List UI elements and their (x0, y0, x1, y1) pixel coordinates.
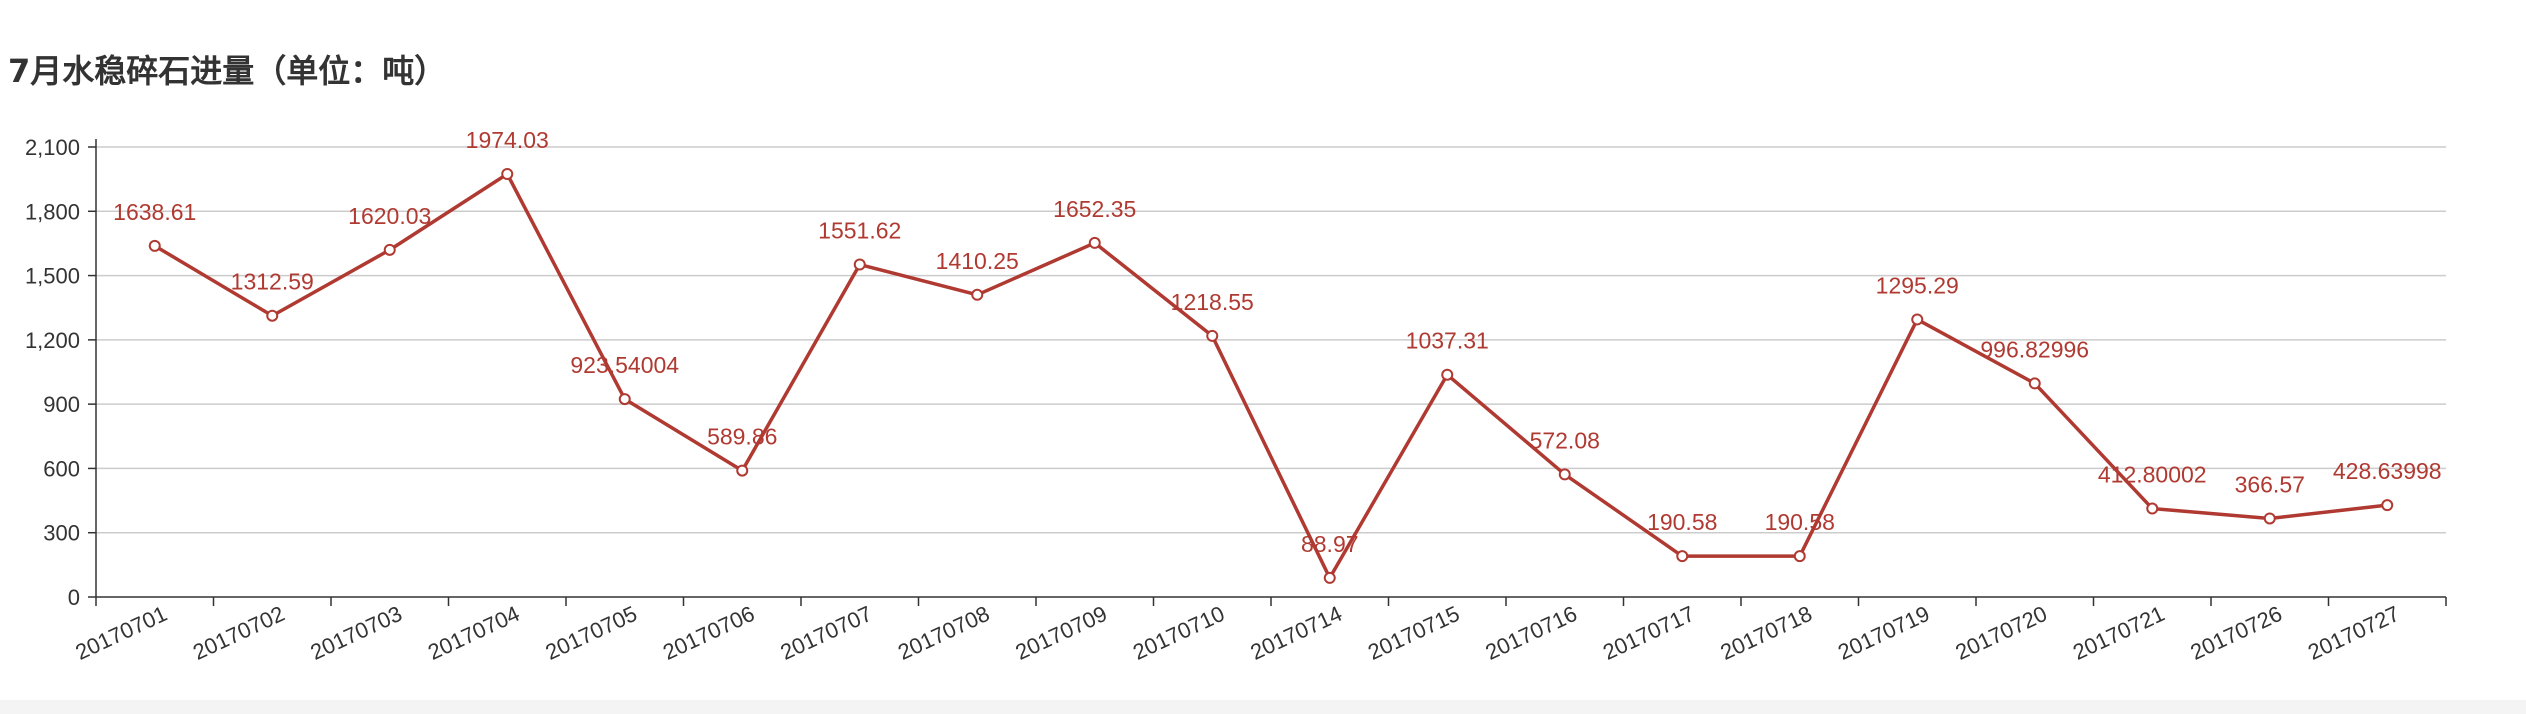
x-tick-label: 20170717 (1599, 601, 1698, 665)
x-tick-label: 20170702 (189, 601, 288, 665)
series-line-layer (148, 167, 2394, 584)
data-label: 923.54004 (570, 352, 679, 378)
x-tick-label: 20170705 (542, 601, 641, 665)
y-tick-label: 600 (43, 456, 80, 481)
data-label: 1620.03 (348, 203, 431, 229)
x-tick-label: 20170708 (894, 601, 993, 665)
data-label: 366.57 (2235, 471, 2305, 497)
y-tick-label: 300 (43, 521, 80, 546)
bottom-band (0, 700, 2526, 714)
x-tick-label: 20170718 (1717, 601, 1816, 665)
x-tick-label: 20170714 (1247, 601, 1346, 665)
data-point[interactable] (148, 239, 161, 252)
data-point[interactable] (1088, 236, 1101, 249)
x-tick-label: 20170727 (2304, 601, 2403, 665)
data-label: 88.97 (1301, 531, 1359, 557)
x-tick-label: 20170707 (777, 601, 876, 665)
data-label: 1037.31 (1406, 328, 1489, 354)
grid-lines (96, 146, 2446, 534)
data-label: 589.86 (707, 424, 777, 450)
y-tick-label: 1,500 (25, 264, 80, 289)
y-tick-label: 0 (68, 585, 80, 610)
x-tick-label: 20170715 (1364, 601, 1463, 665)
series-line (153, 172, 2388, 580)
data-label: 190.58 (1765, 509, 1835, 535)
data-point[interactable] (1323, 571, 1336, 584)
x-tick-label: 20170721 (2069, 601, 2168, 665)
x-tick-label: 20170716 (1482, 601, 1581, 665)
data-point[interactable] (266, 309, 279, 322)
data-point[interactable] (383, 243, 396, 256)
data-label: 1218.55 (1171, 289, 1254, 315)
data-labels: 1638.61 1312.59 1620.03 1974.03 923.54004 589… (113, 127, 2441, 557)
data-point[interactable] (1441, 368, 1454, 381)
x-tick-label: 20170719 (1834, 601, 1933, 665)
data-point[interactable] (618, 393, 631, 406)
data-point[interactable] (1793, 550, 1806, 563)
data-point[interactable] (971, 288, 984, 301)
data-point[interactable] (1676, 550, 1689, 563)
chart-title: 7月水稳碎石进量（单位：吨） (8, 52, 447, 90)
data-point[interactable] (1911, 313, 1924, 326)
data-point[interactable] (853, 258, 866, 271)
x-tick-label: 20170704 (424, 601, 523, 665)
x-tick-label: 20170720 (1952, 601, 2051, 665)
data-point[interactable] (2146, 502, 2159, 515)
data-label: 572.08 (1530, 427, 1600, 453)
y-tick-label: 900 (43, 392, 80, 417)
data-point[interactable] (736, 464, 749, 477)
y-tick-label: 1,800 (25, 199, 80, 224)
data-point[interactable] (2028, 377, 2041, 390)
x-tick-label: 20170726 (2187, 601, 2286, 665)
y-tick-label: 1,200 (25, 328, 80, 353)
data-label: 190.58 (1647, 509, 1717, 535)
data-label: 1638.61 (113, 199, 196, 225)
data-label: 1410.25 (936, 248, 1019, 274)
x-tick-label: 20170703 (307, 601, 406, 665)
x-tick-label: 20170701 (72, 601, 171, 665)
data-point[interactable] (2381, 499, 2394, 512)
data-label: 1974.03 (466, 127, 549, 153)
x-tick-label: 20170709 (1012, 601, 1111, 665)
data-label: 1312.59 (231, 269, 314, 295)
data-label: 428.63998 (2333, 458, 2442, 484)
data-point[interactable] (1558, 468, 1571, 481)
data-point[interactable] (1206, 329, 1219, 342)
data-label: 1295.29 (1876, 272, 1959, 298)
y-tick-label: 2,100 (25, 135, 80, 160)
data-label: 1652.35 (1053, 196, 1136, 222)
x-tick-label: 20170710 (1129, 601, 1228, 665)
x-tick-label: 20170706 (659, 601, 758, 665)
data-label: 412.80002 (2098, 462, 2207, 488)
data-point[interactable] (501, 167, 514, 180)
data-label: 996.82996 (1980, 336, 2089, 362)
data-label: 1551.62 (818, 218, 901, 244)
data-point[interactable] (2263, 512, 2276, 525)
